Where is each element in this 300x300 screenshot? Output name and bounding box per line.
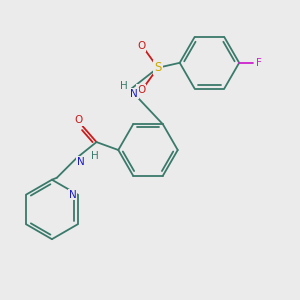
Text: S: S — [154, 61, 162, 74]
Text: O: O — [137, 85, 145, 94]
Text: O: O — [137, 41, 145, 51]
Text: F: F — [256, 58, 262, 68]
Text: N: N — [77, 157, 85, 167]
Text: H: H — [91, 151, 98, 161]
Text: N: N — [130, 88, 138, 98]
Text: H: H — [120, 81, 128, 91]
Text: N: N — [69, 190, 76, 200]
Text: O: O — [74, 115, 83, 125]
